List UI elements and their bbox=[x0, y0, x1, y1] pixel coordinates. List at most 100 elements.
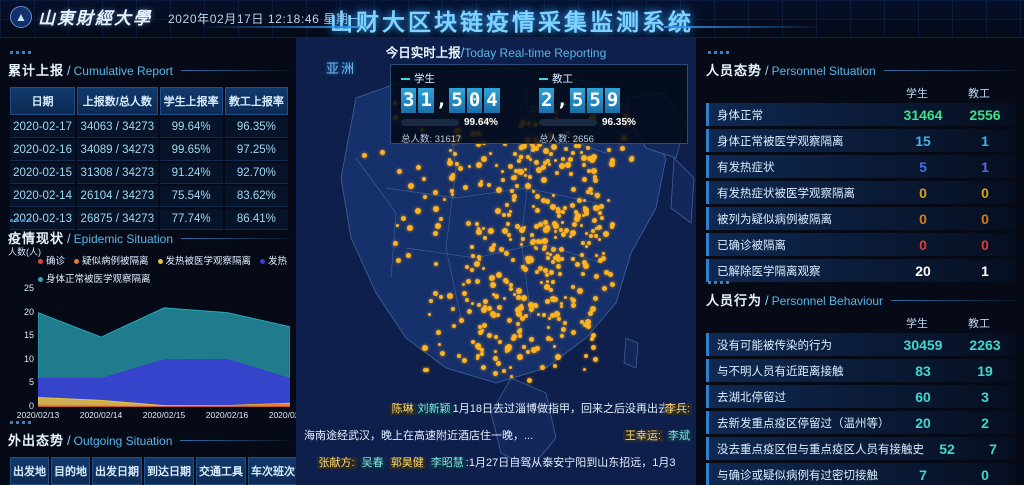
map-dot[interactable] bbox=[502, 212, 507, 217]
map-dot[interactable] bbox=[497, 340, 502, 344]
map-dot[interactable] bbox=[553, 311, 560, 318]
map-dot[interactable] bbox=[554, 230, 558, 234]
map-dot[interactable] bbox=[495, 207, 502, 214]
map-dot[interactable] bbox=[481, 267, 485, 271]
map-dot[interactable] bbox=[534, 146, 540, 152]
map-dot[interactable] bbox=[522, 266, 528, 272]
map-dot[interactable] bbox=[609, 225, 614, 229]
map-dot[interactable] bbox=[434, 261, 439, 266]
map-dot[interactable] bbox=[593, 205, 600, 212]
map-dot[interactable] bbox=[534, 208, 540, 214]
map-dot[interactable] bbox=[581, 155, 588, 161]
map-dot[interactable] bbox=[585, 190, 590, 195]
map-dot[interactable] bbox=[538, 266, 544, 272]
map-dot[interactable] bbox=[571, 297, 577, 303]
map-dot[interactable] bbox=[575, 262, 581, 268]
map-dot[interactable] bbox=[475, 141, 481, 147]
map-dot[interactable] bbox=[513, 292, 517, 296]
map-dot[interactable] bbox=[415, 208, 422, 215]
map-dot[interactable] bbox=[511, 258, 516, 263]
map-dot[interactable] bbox=[583, 199, 587, 203]
map-dot[interactable] bbox=[534, 346, 540, 352]
map-dot[interactable] bbox=[473, 261, 480, 268]
map-dot[interactable] bbox=[541, 165, 547, 171]
map-dot[interactable] bbox=[583, 262, 590, 269]
map-dot[interactable] bbox=[511, 335, 517, 341]
map-dot[interactable] bbox=[576, 144, 581, 149]
map-dot[interactable] bbox=[393, 240, 399, 246]
map-dot[interactable] bbox=[560, 231, 566, 237]
map-dot[interactable] bbox=[534, 269, 539, 274]
map-dot[interactable] bbox=[536, 312, 540, 316]
map-dot[interactable] bbox=[590, 345, 596, 351]
map-dot[interactable] bbox=[542, 220, 548, 226]
map-dot[interactable] bbox=[607, 271, 613, 277]
map-dot[interactable] bbox=[519, 242, 523, 246]
map-dot[interactable] bbox=[516, 311, 523, 318]
map-dot[interactable] bbox=[505, 350, 509, 354]
map-dot[interactable] bbox=[466, 221, 472, 227]
map-dot[interactable] bbox=[533, 160, 539, 166]
map-dot[interactable] bbox=[555, 171, 560, 176]
map-dot[interactable] bbox=[488, 152, 492, 156]
map-dot[interactable] bbox=[507, 213, 512, 218]
map-dot[interactable] bbox=[567, 156, 573, 162]
map-dot[interactable] bbox=[583, 353, 588, 358]
map-dot[interactable] bbox=[539, 280, 543, 284]
map-dot[interactable] bbox=[428, 312, 432, 316]
map-dot[interactable] bbox=[455, 161, 460, 166]
map-dot[interactable] bbox=[548, 252, 552, 256]
map-dot[interactable] bbox=[559, 256, 564, 261]
map-dot[interactable] bbox=[506, 221, 510, 226]
map-dot[interactable] bbox=[601, 251, 605, 255]
map-dot[interactable] bbox=[471, 301, 475, 305]
map-dot[interactable] bbox=[477, 181, 483, 187]
map-dot[interactable] bbox=[529, 239, 535, 245]
map-dot[interactable] bbox=[478, 330, 484, 336]
map-dot[interactable] bbox=[496, 187, 503, 194]
map-dot[interactable] bbox=[457, 354, 462, 359]
map-dot[interactable] bbox=[510, 374, 514, 378]
map-dot[interactable] bbox=[551, 221, 557, 227]
map-dot[interactable] bbox=[563, 295, 567, 299]
map-dot[interactable] bbox=[458, 165, 464, 171]
map-dot[interactable] bbox=[476, 302, 481, 307]
map-dot[interactable] bbox=[571, 302, 577, 308]
map-dot[interactable] bbox=[480, 180, 484, 184]
map-dot[interactable] bbox=[512, 174, 518, 180]
map-dot[interactable] bbox=[551, 247, 557, 253]
map-dot[interactable] bbox=[558, 162, 565, 169]
map-dot[interactable] bbox=[585, 324, 591, 330]
map-dot[interactable] bbox=[580, 224, 584, 228]
map-dot[interactable] bbox=[590, 157, 596, 163]
map-dot[interactable] bbox=[508, 238, 512, 242]
map-dot[interactable] bbox=[494, 164, 498, 168]
map-dot[interactable] bbox=[495, 271, 502, 278]
map-dot[interactable] bbox=[551, 279, 556, 284]
map-dot[interactable] bbox=[438, 216, 443, 221]
map-dot[interactable] bbox=[556, 316, 561, 321]
map-dot[interactable] bbox=[581, 241, 586, 246]
map-dot[interactable] bbox=[483, 235, 488, 240]
map-dot[interactable] bbox=[433, 189, 439, 195]
map-dot[interactable] bbox=[546, 158, 551, 163]
map-dot[interactable] bbox=[585, 231, 589, 235]
map-dot[interactable] bbox=[423, 195, 428, 200]
map-dot[interactable] bbox=[486, 332, 492, 338]
map-dot[interactable] bbox=[554, 236, 558, 240]
map-dot[interactable] bbox=[585, 245, 589, 249]
map-dot[interactable] bbox=[492, 242, 496, 247]
map-dot[interactable] bbox=[528, 175, 533, 180]
map-dot[interactable] bbox=[542, 160, 547, 165]
map-dot[interactable] bbox=[507, 164, 513, 170]
map-dot[interactable] bbox=[597, 211, 602, 216]
map-dot[interactable] bbox=[475, 279, 481, 285]
map-dot[interactable] bbox=[493, 335, 498, 340]
map-dot[interactable] bbox=[481, 364, 487, 370]
map-dot[interactable] bbox=[587, 156, 593, 162]
map-dot[interactable] bbox=[520, 304, 524, 308]
map-dot[interactable] bbox=[543, 148, 550, 155]
map-dot[interactable] bbox=[590, 306, 597, 313]
map-dot[interactable] bbox=[519, 227, 526, 234]
map-dot[interactable] bbox=[440, 350, 446, 356]
